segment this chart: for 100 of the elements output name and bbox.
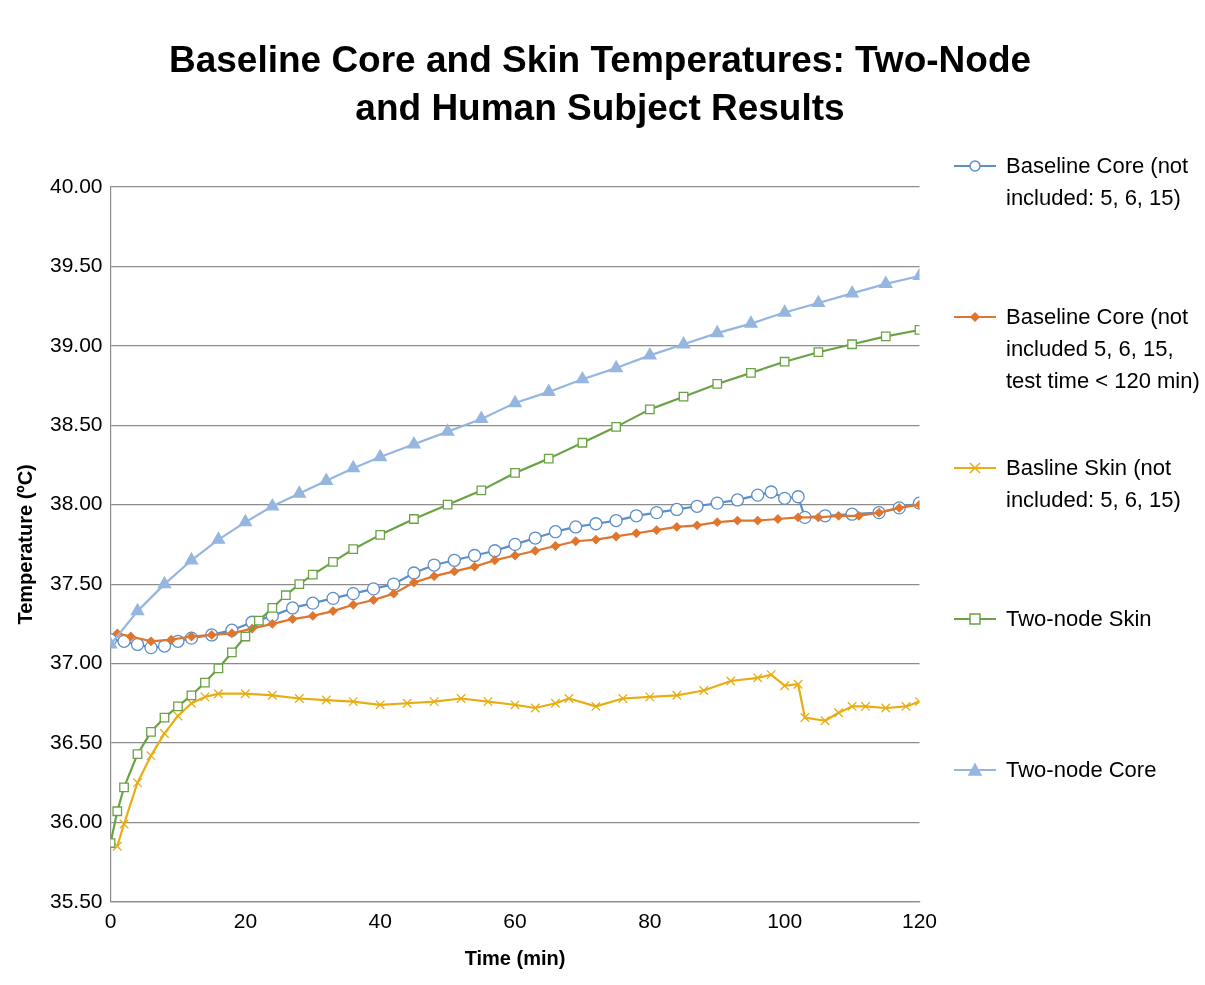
- x-tick-label: 60: [503, 909, 527, 933]
- point: [577, 437, 588, 448]
- point: [730, 493, 745, 507]
- point: [643, 347, 657, 360]
- point: [528, 531, 542, 545]
- point: [649, 505, 664, 520]
- point: [901, 701, 911, 712]
- point: [166, 635, 176, 645]
- point: [564, 693, 574, 704]
- point: [712, 379, 723, 389]
- point: [631, 528, 642, 538]
- point: [550, 698, 561, 709]
- point: [543, 453, 554, 464]
- point: [267, 603, 278, 613]
- point: [811, 295, 826, 308]
- point: [609, 360, 623, 373]
- point: [126, 631, 136, 642]
- y-tick-label: 39.50: [49, 253, 103, 277]
- point: [880, 331, 891, 342]
- point: [112, 841, 123, 852]
- point: [629, 509, 644, 523]
- point: [651, 525, 662, 535]
- y-tick-label: 40.00: [49, 173, 103, 197]
- point: [820, 715, 830, 726]
- point: [253, 615, 264, 626]
- point: [712, 517, 722, 527]
- point: [476, 485, 487, 496]
- point: [510, 550, 520, 561]
- point: [880, 703, 891, 713]
- point: [791, 490, 805, 504]
- point: [644, 692, 655, 702]
- point: [589, 517, 603, 531]
- point: [387, 577, 401, 591]
- point: [306, 596, 320, 610]
- point: [429, 571, 439, 581]
- point: [779, 680, 790, 691]
- legend-label: Two-node Skin: [1006, 605, 1152, 633]
- point: [294, 579, 305, 589]
- point: [860, 701, 871, 712]
- point: [407, 566, 421, 580]
- point: [292, 485, 307, 498]
- point: [530, 703, 541, 713]
- point: [157, 639, 172, 653]
- point: [200, 692, 210, 702]
- point: [280, 590, 291, 601]
- point: [575, 371, 590, 384]
- point: [366, 582, 381, 596]
- point: [132, 777, 143, 788]
- legend-label: Two-node Core: [1006, 756, 1157, 784]
- point: [285, 601, 300, 615]
- point: [146, 726, 156, 737]
- point: [751, 488, 765, 502]
- point: [346, 586, 360, 601]
- point: [265, 498, 280, 511]
- point: [112, 806, 123, 817]
- point: [368, 595, 379, 605]
- point: [617, 693, 628, 704]
- point: [793, 512, 803, 523]
- x-tick-label: 20: [233, 909, 258, 933]
- legend-label: Basline Skin (not included: 5, 6, 15): [1006, 454, 1182, 514]
- point: [321, 695, 332, 705]
- point: [510, 468, 520, 478]
- y-tick-label: 39.00: [49, 332, 103, 356]
- point: [328, 556, 338, 567]
- point: [373, 449, 387, 462]
- point: [240, 688, 251, 699]
- point: [488, 544, 502, 558]
- point: [569, 520, 583, 534]
- point: [407, 436, 421, 449]
- point: [833, 511, 844, 521]
- legend-label: Baseline Core (not included: 5, 6, 15): [1006, 152, 1190, 212]
- point: [213, 663, 224, 674]
- point: [447, 553, 461, 567]
- point: [348, 696, 359, 707]
- point: [854, 511, 864, 521]
- point: [146, 636, 156, 646]
- point: [287, 614, 298, 624]
- point: [671, 690, 682, 701]
- point: [510, 699, 520, 710]
- y-tick-label: 38.50: [49, 412, 103, 436]
- point: [847, 339, 857, 350]
- point: [157, 576, 172, 589]
- point: [752, 672, 763, 683]
- point: [328, 606, 338, 616]
- point: [409, 514, 419, 524]
- point: [744, 315, 758, 328]
- point: [490, 555, 500, 565]
- point: [778, 491, 792, 505]
- point: [402, 698, 413, 709]
- point: [159, 728, 170, 739]
- point: [813, 512, 824, 523]
- point: [119, 782, 129, 793]
- point: [348, 544, 359, 555]
- point: [467, 548, 482, 563]
- y-tick-label: 38.00: [49, 491, 103, 515]
- point: [227, 628, 237, 638]
- point: [710, 325, 724, 338]
- point: [389, 588, 399, 599]
- point: [571, 536, 581, 546]
- point: [375, 699, 386, 710]
